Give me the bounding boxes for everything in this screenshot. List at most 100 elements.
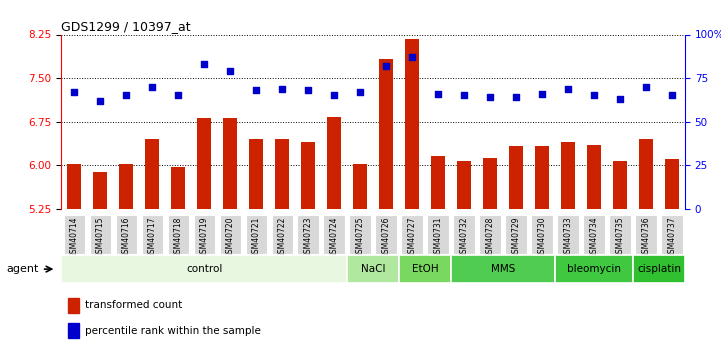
Text: bleomycin: bleomycin [567, 264, 621, 274]
Bar [457, 160, 472, 209]
Point [94, 98, 106, 104]
Bar [509, 146, 523, 209]
Bar [379, 59, 393, 209]
Bar [197, 118, 211, 209]
FancyBboxPatch shape [376, 215, 397, 254]
Point [381, 63, 392, 69]
FancyBboxPatch shape [583, 215, 605, 254]
Point [407, 55, 418, 60]
Text: GSM40715: GSM40715 [96, 216, 105, 258]
FancyBboxPatch shape [347, 255, 399, 283]
Text: GSM40728: GSM40728 [485, 216, 495, 258]
Bar [405, 39, 419, 209]
FancyBboxPatch shape [298, 215, 319, 254]
Point [250, 88, 262, 93]
Text: GSM40727: GSM40727 [407, 216, 417, 258]
Text: GSM40732: GSM40732 [459, 216, 469, 258]
Point [640, 84, 652, 90]
Point [302, 88, 314, 93]
Point [224, 68, 236, 74]
FancyBboxPatch shape [63, 215, 85, 254]
Text: GSM40723: GSM40723 [304, 216, 313, 258]
FancyBboxPatch shape [454, 215, 474, 254]
FancyBboxPatch shape [246, 215, 267, 254]
FancyBboxPatch shape [609, 215, 631, 254]
Text: GSM40716: GSM40716 [122, 216, 131, 258]
Text: GSM40725: GSM40725 [355, 216, 365, 258]
Bar [353, 164, 367, 209]
Text: EtOH: EtOH [412, 264, 438, 274]
Text: GSM40731: GSM40731 [433, 216, 443, 258]
Point [198, 61, 210, 67]
Text: GSM40735: GSM40735 [616, 216, 624, 258]
FancyBboxPatch shape [661, 215, 683, 254]
Text: agent: agent [6, 264, 38, 274]
Text: GSM40737: GSM40737 [668, 216, 676, 258]
Bar [68, 297, 79, 313]
Point [120, 93, 132, 98]
Text: GSM40721: GSM40721 [252, 216, 261, 258]
Point [485, 95, 496, 100]
FancyBboxPatch shape [479, 215, 500, 254]
FancyBboxPatch shape [633, 255, 685, 283]
Point [328, 93, 340, 98]
Text: GSM40734: GSM40734 [590, 216, 598, 258]
FancyBboxPatch shape [219, 215, 241, 254]
Text: GSM40720: GSM40720 [226, 216, 235, 258]
FancyBboxPatch shape [115, 215, 137, 254]
Text: GSM40718: GSM40718 [174, 216, 182, 258]
FancyBboxPatch shape [89, 215, 111, 254]
Bar [327, 117, 341, 209]
Text: GSM40724: GSM40724 [329, 216, 339, 258]
Bar [145, 139, 159, 209]
Point [562, 86, 574, 91]
Bar [249, 139, 263, 209]
Point [588, 93, 600, 98]
Bar [93, 172, 107, 209]
Point [510, 95, 522, 100]
Point [433, 91, 444, 97]
Point [146, 84, 158, 90]
Bar [431, 157, 446, 209]
Point [68, 89, 80, 95]
FancyBboxPatch shape [324, 215, 345, 254]
Point [459, 93, 470, 98]
FancyBboxPatch shape [505, 215, 527, 254]
Text: percentile rank within the sample: percentile rank within the sample [85, 326, 261, 336]
FancyBboxPatch shape [141, 215, 163, 254]
Point [354, 89, 366, 95]
Bar [171, 167, 185, 209]
Text: GSM40714: GSM40714 [70, 216, 79, 258]
FancyBboxPatch shape [402, 215, 423, 254]
Bar [483, 158, 497, 209]
Text: transformed count: transformed count [85, 300, 182, 310]
Bar [67, 164, 81, 209]
Text: cisplatin: cisplatin [637, 264, 681, 274]
Text: GSM40729: GSM40729 [511, 216, 521, 258]
Text: GSM40730: GSM40730 [538, 216, 547, 258]
FancyBboxPatch shape [399, 255, 451, 283]
Bar [613, 160, 627, 209]
Text: control: control [186, 264, 222, 274]
FancyBboxPatch shape [555, 255, 633, 283]
Bar [223, 118, 237, 209]
Point [536, 91, 548, 97]
FancyBboxPatch shape [272, 215, 293, 254]
Bar [561, 142, 575, 209]
FancyBboxPatch shape [167, 215, 189, 254]
Bar [301, 142, 315, 209]
Point [666, 93, 678, 98]
FancyBboxPatch shape [428, 215, 448, 254]
Point [614, 96, 626, 102]
FancyBboxPatch shape [61, 255, 347, 283]
Bar [275, 139, 289, 209]
FancyBboxPatch shape [635, 215, 657, 254]
FancyBboxPatch shape [350, 215, 371, 254]
FancyBboxPatch shape [451, 255, 555, 283]
FancyBboxPatch shape [531, 215, 553, 254]
Text: GSM40736: GSM40736 [642, 216, 650, 258]
Bar [665, 159, 679, 209]
Text: GSM40717: GSM40717 [148, 216, 156, 258]
Text: MMS: MMS [491, 264, 516, 274]
Text: NaCl: NaCl [361, 264, 385, 274]
